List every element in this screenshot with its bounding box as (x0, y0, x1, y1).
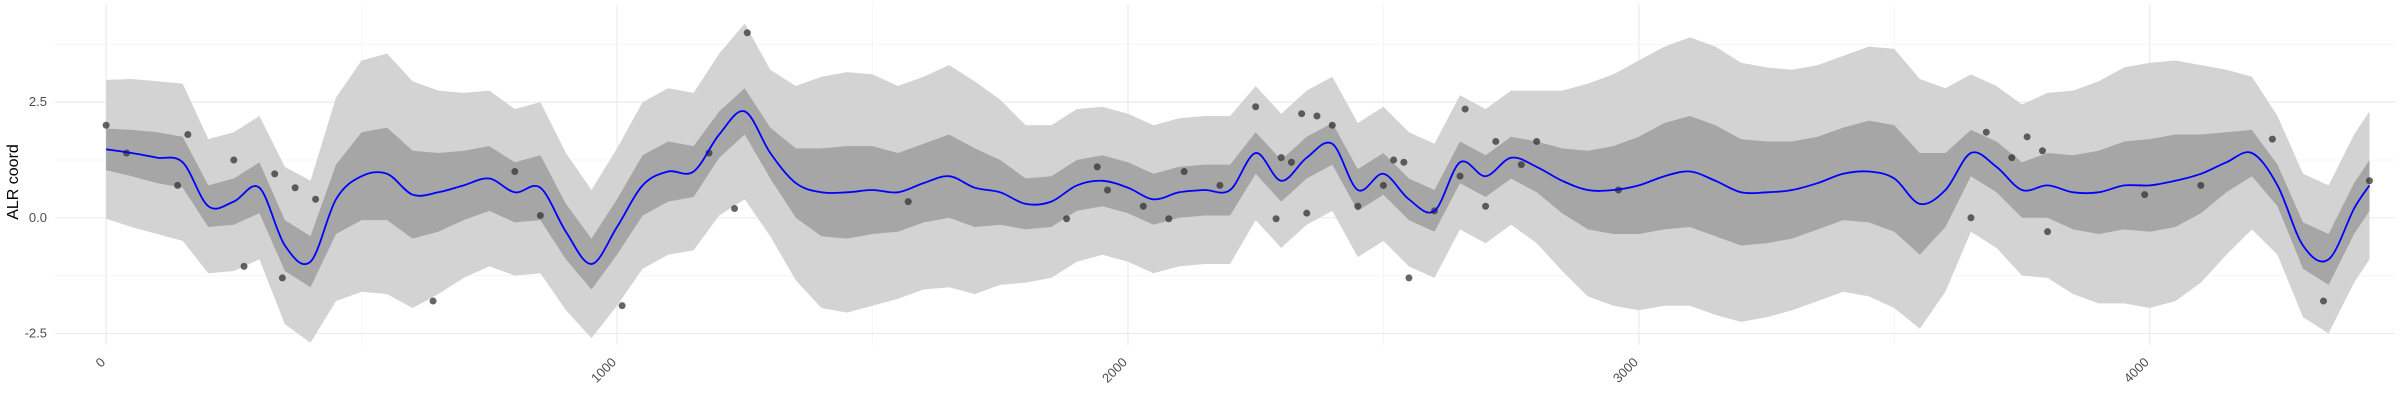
data-point (1354, 202, 1362, 210)
data-point (1313, 112, 1321, 120)
data-point (1517, 161, 1525, 169)
data-point (904, 198, 912, 206)
data-point (2044, 228, 2052, 236)
data-point (174, 181, 182, 189)
data-point (2365, 177, 2373, 185)
data-point (511, 168, 519, 176)
data-point (2141, 191, 2149, 199)
data-point (271, 170, 279, 178)
data-point (1967, 214, 1975, 222)
y-tick-label: 0.0 (29, 210, 47, 225)
data-point (536, 211, 544, 219)
data-point (2038, 147, 2046, 155)
data-point (1139, 202, 1147, 210)
data-point (2268, 135, 2276, 143)
data-point (1298, 110, 1306, 118)
data-point (1533, 137, 1541, 145)
inner-band-layer (106, 88, 2370, 290)
data-point (1093, 163, 1101, 171)
data-point (1328, 121, 1336, 129)
data-point (1287, 158, 1295, 166)
data-point (429, 297, 437, 305)
data-point (1180, 168, 1188, 176)
data-point (1379, 181, 1387, 189)
data-point (1216, 181, 1224, 189)
y-tick-labels: -2.5 0.0 2.5 (25, 94, 47, 340)
data-point (1103, 186, 1111, 194)
data-point (2008, 154, 2016, 162)
data-point (230, 156, 238, 164)
data-point (618, 302, 626, 310)
data-point (743, 29, 751, 37)
data-point (1272, 215, 1280, 223)
data-point (1405, 274, 1413, 282)
y-tick-label: 2.5 (29, 94, 47, 109)
data-point (1277, 154, 1285, 162)
data-point (291, 184, 299, 192)
data-point (102, 121, 110, 129)
data-point (1982, 128, 1990, 136)
data-point (731, 205, 739, 213)
data-point (278, 274, 286, 282)
data-point (1492, 137, 1500, 145)
data-point (1456, 172, 1464, 180)
data-point (1165, 215, 1173, 223)
data-point (240, 262, 248, 270)
data-point (1461, 105, 1469, 113)
data-point (1252, 103, 1260, 111)
data-point (1482, 202, 1490, 210)
mean-line-layer (105, 110, 2371, 266)
data-point (1390, 156, 1398, 164)
inner-credible-band (106, 88, 2370, 290)
data-point (2023, 133, 2031, 141)
data-point (2197, 181, 2205, 189)
y-tick-label: -2.5 (25, 325, 47, 340)
posterior-mean-line (105, 110, 2371, 266)
data-point (1063, 215, 1071, 223)
data-point (184, 131, 192, 139)
data-point (1303, 209, 1311, 217)
data-point (2319, 297, 2327, 305)
data-point (1400, 158, 1408, 166)
y-axis-title: ALR coord (5, 144, 22, 220)
data-point (312, 195, 320, 203)
